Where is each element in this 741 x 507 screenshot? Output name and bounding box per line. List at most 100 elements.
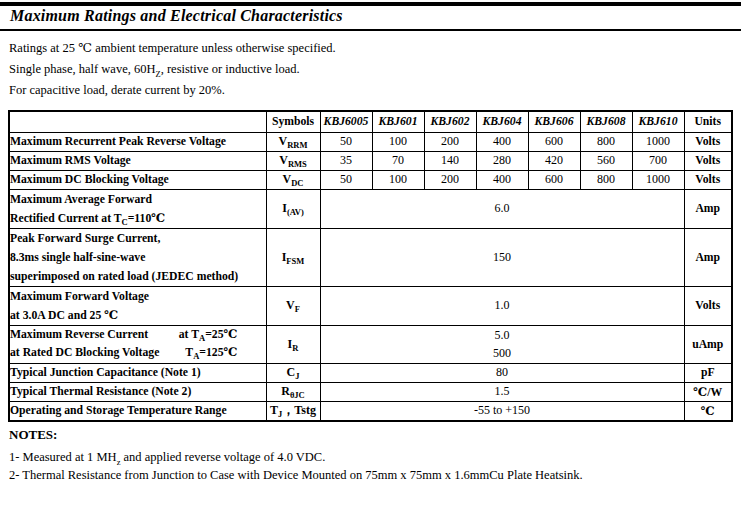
cj-symbol-base: C xyxy=(287,365,296,379)
page-title: Maximum Ratings and Electrical Character… xyxy=(10,7,343,25)
tj-name: Operating and Storage Temperature Range xyxy=(9,401,266,421)
ir-name-line1-right: at TA=25℃ xyxy=(179,326,238,345)
note-1: 1- Measured at 1 MHz and applied reverse… xyxy=(9,448,583,467)
ir-value-line2: 500 xyxy=(321,344,684,362)
vrrm-value-kbj602: 200 xyxy=(424,132,476,151)
ifsm-symbol-sub: FSM xyxy=(286,256,304,266)
vdc-value-kbj608: 800 xyxy=(580,170,632,189)
iav-name-line2: Rectified Current at TC=110℃ xyxy=(10,209,266,228)
header-row: Symbols KBJ6005 KBJ601 KBJ602 KBJ604 KBJ… xyxy=(9,111,732,132)
vrms-name: Maximum RMS Voltage xyxy=(9,151,266,170)
tj-value: -55 to +150 xyxy=(320,401,684,421)
ir-line2-right-post: =125℃ xyxy=(199,346,237,359)
ir-line1-right-pre: at T xyxy=(179,328,199,341)
ifsm-name-line3: superimposed on rated load (JEDEC method… xyxy=(10,267,266,286)
tj-symbol-base: T xyxy=(270,403,278,417)
row-vf: Maximum Forward Voltage at 3.0A DC and 2… xyxy=(9,286,732,325)
ifsm-value: 150 xyxy=(320,228,684,286)
ir-name-line2: at Rated DC Blocking Voltage TA=125℃ xyxy=(10,344,266,363)
ir-unit: uAmp xyxy=(684,325,732,363)
vrrm-value-kbj601: 100 xyxy=(372,132,424,151)
vrrm-value-kbj604: 400 xyxy=(476,132,528,151)
rthjc-symbol-sub: θJC xyxy=(290,390,305,400)
iav-value: 6.0 xyxy=(320,189,684,228)
row-tj: Operating and Storage Temperature Range … xyxy=(9,401,732,421)
iav-unit: Amp xyxy=(684,189,732,228)
vrms-symbol-sub: RMS xyxy=(288,159,307,169)
header-units: Units xyxy=(684,111,732,132)
rthjc-value: 1.5 xyxy=(320,382,684,401)
vrms-unit: Volts xyxy=(684,151,732,170)
header-part-kbj606: KBJ606 xyxy=(528,111,580,132)
tj-symbol: TJ，Tstg xyxy=(266,401,320,421)
rthjc-name: Typical Thermal Resistance (Note 2) xyxy=(9,382,266,401)
title-underline-rule xyxy=(0,29,741,31)
vdc-value-kbj601: 100 xyxy=(372,170,424,189)
cj-name: Typical Junction Capacitance (Note 1) xyxy=(9,363,266,382)
vrms-value-kbj610: 700 xyxy=(632,151,684,170)
vrrm-symbol-sub: RRM xyxy=(287,140,307,150)
vrrm-value-kbj608: 800 xyxy=(580,132,632,151)
vrms-value-kbj602: 140 xyxy=(424,151,476,170)
corner-cell xyxy=(9,111,266,132)
intro-line-1: Ratings at 25 ℃ ambient temperature unle… xyxy=(9,38,336,59)
intro-text: Ratings at 25 ℃ ambient temperature unle… xyxy=(9,38,336,101)
ir-line2-right-pre: T xyxy=(185,346,193,359)
notes-heading: NOTES: xyxy=(9,426,583,445)
ir-value-line1: 5.0 xyxy=(321,326,684,344)
note-1-post: and applied reverse voltage of 4.0 VDC. xyxy=(120,450,325,464)
tj-unit: ℃ xyxy=(684,401,732,421)
rthjc-unit: ℃/W xyxy=(684,382,732,401)
iav-name-line1: Maximum Average Forward xyxy=(10,190,266,209)
vf-symbol: VF xyxy=(266,286,320,325)
vf-value: 1.0 xyxy=(320,286,684,325)
tj-symbol-sep: ， xyxy=(282,403,294,417)
vdc-value-kbj610: 1000 xyxy=(632,170,684,189)
cj-symbol-sub: J xyxy=(295,371,299,381)
intro-line-3-text: For capacitive load, derate current by 2… xyxy=(9,83,225,97)
ifsm-name: Peak Forward Surge Current, 8.3ms single… xyxy=(9,228,266,286)
vrms-value-kbj608: 560 xyxy=(580,151,632,170)
cj-symbol: CJ xyxy=(266,363,320,382)
row-rthjc: Typical Thermal Resistance (Note 2) RθJC… xyxy=(9,382,732,401)
header-symbols: Symbols xyxy=(266,111,320,132)
vdc-value-kbj604: 400 xyxy=(476,170,528,189)
vrrm-value-kbj610: 1000 xyxy=(632,132,684,151)
note-2: 2- Thermal Resistance from Junction to C… xyxy=(9,466,583,485)
vrrm-value-kbj6005: 50 xyxy=(320,132,372,151)
iav-symbol-sub: (AV) xyxy=(287,207,304,217)
cj-unit: pF xyxy=(684,363,732,382)
ir-line1-right-post: =25℃ xyxy=(205,328,237,341)
vf-name: Maximum Forward Voltage at 3.0A DC and 2… xyxy=(9,286,266,325)
header-part-kbj608: KBJ608 xyxy=(580,111,632,132)
vdc-symbol-sub: DC xyxy=(291,178,303,188)
vrms-symbol-base: V xyxy=(279,153,288,167)
top-rule xyxy=(0,2,741,6)
ir-symbol: IR xyxy=(266,325,320,363)
ir-name-line2-left: at Rated DC Blocking Voltage xyxy=(10,344,159,363)
header-part-kbj601: KBJ601 xyxy=(372,111,424,132)
vrrm-value-kbj606: 600 xyxy=(528,132,580,151)
vdc-symbol: VDC xyxy=(266,170,320,189)
vrms-value-kbj606: 420 xyxy=(528,151,580,170)
row-ifsm: Peak Forward Surge Current, 8.3ms single… xyxy=(9,228,732,286)
row-cj: Typical Junction Capacitance (Note 1) CJ… xyxy=(9,363,732,382)
ir-name-line1: Maximum Reverse Current at TA=25℃ xyxy=(10,326,266,345)
row-vrrm: Maximum Recurrent Peak Reverse Voltage V… xyxy=(9,132,732,151)
row-ir: Maximum Reverse Current at TA=25℃ at Rat… xyxy=(9,325,732,363)
ir-name-line1-left: Maximum Reverse Current xyxy=(10,326,148,345)
ratings-table: Symbols KBJ6005 KBJ601 KBJ602 KBJ604 KBJ… xyxy=(8,110,733,422)
rthjc-symbol-base: R xyxy=(281,384,290,398)
intro-line-2-post: , resistive or inductive load. xyxy=(161,62,300,76)
header-part-kbj6005: KBJ6005 xyxy=(320,111,372,132)
vdc-value-kbj606: 600 xyxy=(528,170,580,189)
ir-name: Maximum Reverse Current at TA=25℃ at Rat… xyxy=(9,325,266,363)
vdc-name: Maximum DC Blocking Voltage xyxy=(9,170,266,189)
iav-name-line2-pre: Rectified Current at T xyxy=(10,212,122,225)
row-vdc: Maximum DC Blocking Voltage VDC 50 100 2… xyxy=(9,170,732,189)
vrms-value-kbj6005: 35 xyxy=(320,151,372,170)
tj-symbol-rest: Tstg xyxy=(294,403,316,417)
vrrm-symbol-base: V xyxy=(279,134,288,148)
intro-line-2: Single phase, half wave, 60HZ, resistive… xyxy=(9,59,336,80)
header-part-kbj610: KBJ610 xyxy=(632,111,684,132)
